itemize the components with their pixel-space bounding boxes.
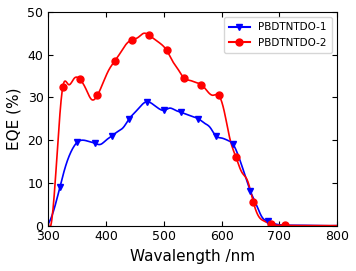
Legend: PBDTNTDO-1, PBDTNTDO-2: PBDTNTDO-1, PBDTNTDO-2: [224, 17, 332, 53]
X-axis label: Wavalength /nm: Wavalength /nm: [130, 249, 255, 264]
Y-axis label: EQE (%): EQE (%): [7, 88, 22, 150]
